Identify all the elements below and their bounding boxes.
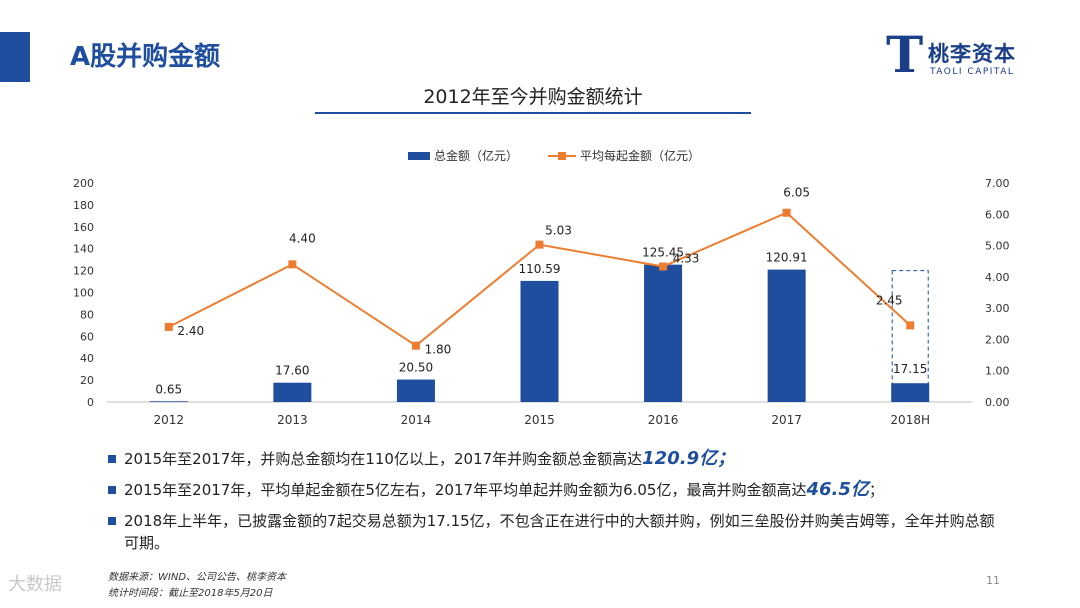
x-tick-label: 2018H bbox=[890, 413, 930, 427]
y-right-tick-label: 7.00 bbox=[985, 177, 1010, 190]
y-left-tick-label: 160 bbox=[73, 221, 94, 234]
bullet-item-2: 2015年至2017年，平均单起金额在5亿左右，2017年平均单起并购金额为6.… bbox=[108, 479, 1008, 501]
line-value-label: 4.40 bbox=[289, 231, 316, 245]
bar bbox=[644, 264, 683, 402]
page-number: 11 bbox=[986, 574, 1000, 587]
line-value-label: 2.40 bbox=[177, 324, 204, 338]
y-left-tick-label: 60 bbox=[80, 330, 94, 343]
combo-chart: 总金额（亿元） 平均每起金额（亿元） 0 20 40 60 80 100 120 140 160 18… bbox=[73, 148, 1010, 427]
highlight-box bbox=[891, 270, 929, 402]
line-value-label: 5.03 bbox=[545, 224, 572, 238]
x-tick-label: 2015 bbox=[524, 413, 555, 427]
bar bbox=[767, 269, 806, 402]
line-point bbox=[411, 341, 420, 350]
bar bbox=[273, 382, 312, 402]
y-left-tick-label: 180 bbox=[73, 199, 94, 212]
bar-value-label: 0.65 bbox=[155, 382, 182, 396]
line-point bbox=[164, 322, 173, 331]
bar-value-label: 20.50 bbox=[399, 361, 433, 375]
x-tick-label: 2012 bbox=[154, 413, 185, 427]
line-point bbox=[288, 260, 297, 269]
y-right-tick-label: 0.00 bbox=[985, 396, 1010, 409]
logo-chinese-name: 桃李资本 bbox=[928, 42, 1016, 66]
x-tick-label: 2014 bbox=[401, 413, 432, 427]
y-left-tick-label: 100 bbox=[73, 287, 94, 300]
y-right-tick-label: 2.00 bbox=[985, 333, 1010, 346]
x-tick-label: 2016 bbox=[648, 413, 679, 427]
watermark: 大数据 bbox=[8, 574, 62, 595]
line-value-label: 2.45 bbox=[876, 293, 903, 307]
line-value-label: 4.33 bbox=[673, 252, 700, 266]
bullet-list: 2015年至2017年，并购总金额均在110亿以上，2017年并购金额总金额高达… bbox=[108, 448, 1008, 563]
legend-bar-label: 总金额（亿元） bbox=[434, 148, 518, 163]
bullet-square-icon bbox=[108, 517, 116, 525]
line-value-label: 6.05 bbox=[783, 186, 810, 200]
y-right-tick-label: 5.00 bbox=[985, 240, 1010, 253]
bullet-highlight: 120.9亿； bbox=[642, 448, 736, 469]
source-line: 数据来源：WIND、公司公告、桃李资本 bbox=[108, 572, 287, 583]
y-left-tick-label: 140 bbox=[73, 243, 94, 256]
bar-value-label: 120.91 bbox=[766, 251, 808, 265]
period-line: 统计时间段：截止至2018年5月20日 bbox=[108, 588, 273, 599]
brand-logo: T 桃李资本 TAOLI CAPITAL bbox=[886, 30, 1036, 84]
line-value-label: 1.80 bbox=[425, 343, 452, 357]
logo-mark: T bbox=[886, 25, 924, 84]
bar-value-label: 125.45 bbox=[642, 246, 684, 260]
y-left-tick-label: 200 bbox=[73, 177, 94, 190]
logo-english-name: TAOLI CAPITAL bbox=[930, 67, 1015, 77]
line-point bbox=[782, 208, 791, 217]
line-point bbox=[906, 321, 915, 330]
bullet-highlight: 46.5亿 bbox=[806, 479, 869, 500]
chart-title: 2012年至今并购金额统计 bbox=[423, 86, 643, 108]
line-point bbox=[535, 240, 544, 249]
bar bbox=[149, 401, 188, 403]
bar-value-label: 17.15 bbox=[893, 362, 927, 376]
bullet-item-3: 2018年上半年，已披露金额的7起交易总额为17.15亿，不包含正在进行中的大额… bbox=[108, 510, 1008, 554]
bullet-square-icon bbox=[108, 455, 116, 463]
y-left-tick-label: 40 bbox=[80, 352, 94, 365]
line-point bbox=[659, 262, 668, 271]
y-right-tick-label: 4.00 bbox=[985, 271, 1010, 284]
y-right-tick-label: 3.00 bbox=[985, 302, 1010, 315]
chart-title-underline bbox=[315, 112, 751, 114]
legend-line-label: 平均每起金额（亿元） bbox=[580, 148, 700, 163]
legend-line-marker bbox=[558, 152, 566, 160]
y-right-tick-label: 1.00 bbox=[985, 365, 1010, 378]
bar bbox=[891, 383, 930, 402]
data-source-note: 数据来源：WIND、公司公告、桃李资本 统计时间段：截止至2018年5月20日 bbox=[108, 570, 286, 602]
bar bbox=[396, 379, 435, 402]
y-left-tick-label: 20 bbox=[80, 374, 94, 387]
bullet-text: 2015年至2017年，平均单起金额在5亿左右，2017年平均单起并购金额为6.… bbox=[124, 481, 807, 499]
bar bbox=[520, 280, 559, 402]
bullet-suffix: ； bbox=[868, 481, 884, 499]
x-tick-label: 2017 bbox=[771, 413, 802, 427]
bullet-item-1: 2015年至2017年，并购总金额均在110亿以上，2017年并购金额总金额高达… bbox=[108, 448, 1008, 470]
x-tick-label: 2013 bbox=[277, 413, 308, 427]
bar-value-label: 110.59 bbox=[519, 262, 561, 276]
y-right-tick-label: 6.00 bbox=[985, 208, 1010, 221]
bullet-text: 2015年至2017年，并购总金额均在110亿以上，2017年并购金额总金额高达 bbox=[124, 450, 643, 468]
y-left-tick-label: 80 bbox=[80, 308, 94, 321]
title-accent-bar bbox=[0, 32, 30, 82]
legend-bar-swatch bbox=[408, 152, 430, 160]
bar-value-label: 17.60 bbox=[275, 364, 309, 378]
y-left-tick-label: 0 bbox=[87, 396, 94, 409]
y-left-tick-label: 120 bbox=[73, 265, 94, 278]
bullet-text: 2018年上半年，已披露金额的7起交易总额为17.15亿，不包含正在进行中的大额… bbox=[124, 512, 995, 552]
bullet-square-icon bbox=[108, 486, 116, 494]
page-title: A股并购金额 bbox=[70, 42, 221, 72]
